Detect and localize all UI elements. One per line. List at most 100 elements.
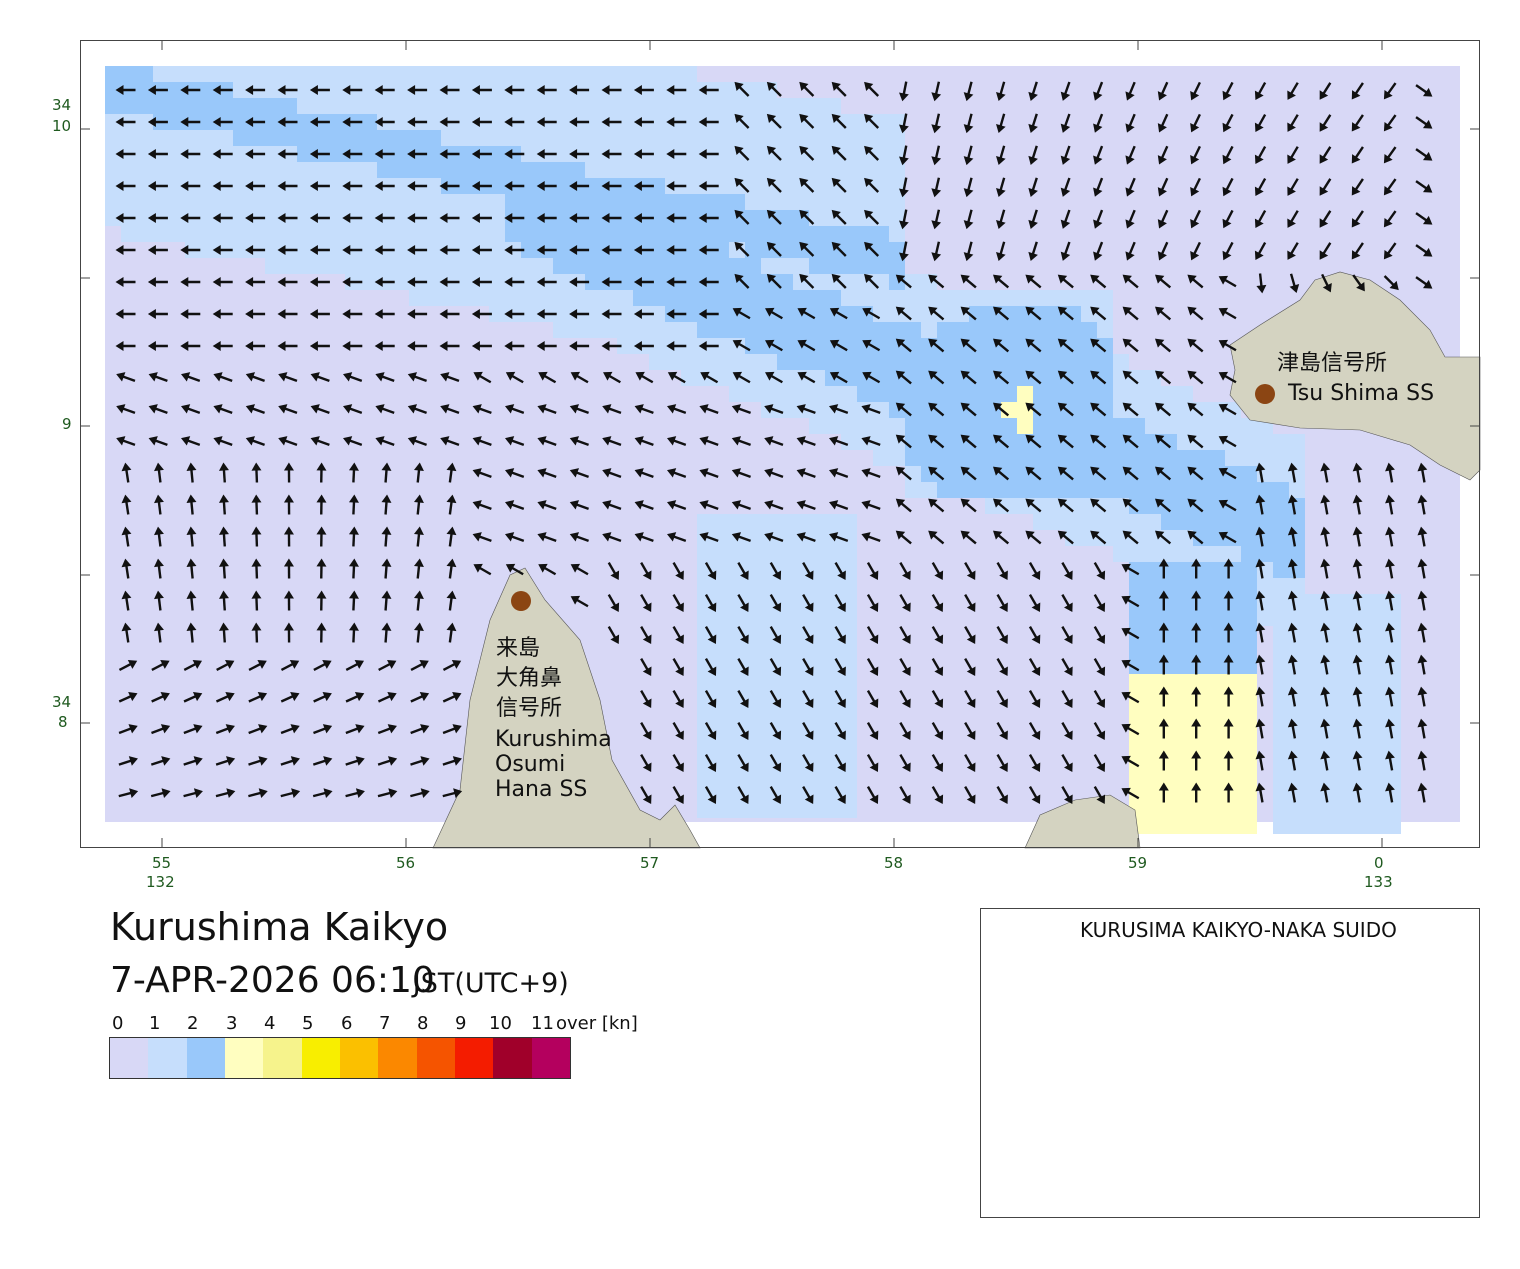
current-arrow <box>283 462 294 483</box>
speed-cell <box>1177 562 1193 578</box>
speed-cell <box>1065 434 1081 450</box>
current-arrow <box>147 213 168 223</box>
current-arrow <box>245 213 266 223</box>
speed-cell <box>1097 306 1113 322</box>
speed-cell <box>809 514 825 530</box>
datetime-value: 7-APR-2026 06:10 <box>110 960 435 1001</box>
current-arrow <box>1028 626 1041 644</box>
speed-cell <box>921 418 937 434</box>
current-arrow <box>996 594 1008 612</box>
current-arrow <box>537 468 557 479</box>
current-arrow <box>471 117 492 127</box>
speed-cell <box>713 642 729 658</box>
speed-cell <box>969 306 985 322</box>
speed-cell <box>1321 818 1337 834</box>
kurushima-label-en-1: Kurushima <box>495 727 612 752</box>
current-arrow <box>831 273 847 289</box>
speed-cell <box>169 162 185 178</box>
speed-cell <box>1145 706 1161 722</box>
current-arrow <box>1319 178 1332 196</box>
current-arrow <box>601 181 622 191</box>
speed-cell <box>489 290 505 306</box>
speed-cell <box>1065 322 1081 338</box>
speed-cell <box>505 66 521 82</box>
current-arrow <box>1352 274 1365 292</box>
current-arrow <box>115 149 136 159</box>
speed-cell <box>777 274 793 290</box>
speed-cell <box>297 210 313 226</box>
current-arrow <box>440 372 460 383</box>
current-arrow <box>1417 558 1428 579</box>
speed-cell <box>553 210 569 226</box>
current-arrow <box>212 341 233 351</box>
speed-cell <box>1145 642 1161 658</box>
current-arrow <box>280 724 300 735</box>
speed-cell <box>505 290 521 306</box>
speed-cell <box>1225 530 1241 546</box>
current-arrow <box>1255 462 1266 483</box>
speed-cell <box>825 578 841 594</box>
lat-label-min-2: 9 <box>62 415 72 433</box>
speed-cell <box>1161 482 1177 498</box>
speed-cell <box>1241 674 1257 690</box>
speed-cell <box>1369 786 1385 802</box>
current-arrow <box>1287 494 1298 515</box>
speed-cell <box>1369 722 1385 738</box>
speed-cell <box>1225 610 1241 626</box>
speed-cell <box>713 258 729 274</box>
speed-cell <box>777 802 793 818</box>
speed-cell <box>681 114 697 130</box>
current-arrow <box>118 788 139 798</box>
map-title: Kurushima Kaikyo <box>110 905 449 949</box>
speed-cell <box>873 322 889 338</box>
current-arrow <box>1255 654 1266 675</box>
speed-cell <box>217 194 233 210</box>
speed-cell <box>489 130 505 146</box>
current-arrow <box>834 626 846 644</box>
current-arrow <box>666 436 687 447</box>
speed-cell <box>809 354 825 370</box>
kurushima-station-marker[interactable] <box>511 591 531 611</box>
current-arrow <box>154 622 164 643</box>
speed-cell <box>1033 498 1049 514</box>
current-arrow <box>1061 562 1073 580</box>
speed-cell <box>569 66 585 82</box>
current-arrow <box>536 181 557 191</box>
speed-cell <box>137 98 153 114</box>
speed-cell <box>521 82 537 98</box>
speed-cell <box>457 98 473 114</box>
current-arrow <box>277 341 298 351</box>
speed-cell <box>1145 818 1161 834</box>
tsushima-station-marker[interactable] <box>1255 384 1275 404</box>
current-arrow <box>1385 462 1395 483</box>
speed-cell <box>713 770 729 786</box>
current-arrow <box>1154 530 1172 545</box>
speed-cell <box>761 578 777 594</box>
speed-cell <box>649 210 665 226</box>
speed-cell <box>745 290 761 306</box>
speed-cell <box>713 610 729 626</box>
current-arrow <box>410 659 429 671</box>
speed-cell <box>425 114 441 130</box>
current-arrow <box>992 370 1010 385</box>
speed-cell <box>1337 738 1353 754</box>
current-arrow <box>634 500 654 511</box>
speed-cell <box>601 226 617 242</box>
current-arrow <box>1028 690 1041 708</box>
current-arrow <box>1090 530 1107 545</box>
current-arrow <box>1254 177 1267 197</box>
speed-cell <box>745 722 761 738</box>
speed-cell <box>1113 450 1129 466</box>
speed-cell <box>841 578 857 594</box>
current-arrow <box>672 594 684 612</box>
current-arrow <box>1025 530 1042 545</box>
speed-cell <box>617 290 633 306</box>
speed-cell <box>873 114 889 130</box>
speed-cell <box>393 178 409 194</box>
speed-cell <box>281 130 297 146</box>
map-datetime: 7-APR-2026 06:10JST(UTC+9) <box>110 960 569 1001</box>
speed-cell <box>1289 482 1305 498</box>
speed-cell <box>713 274 729 290</box>
current-arrow <box>309 309 330 319</box>
current-arrow <box>834 754 846 772</box>
